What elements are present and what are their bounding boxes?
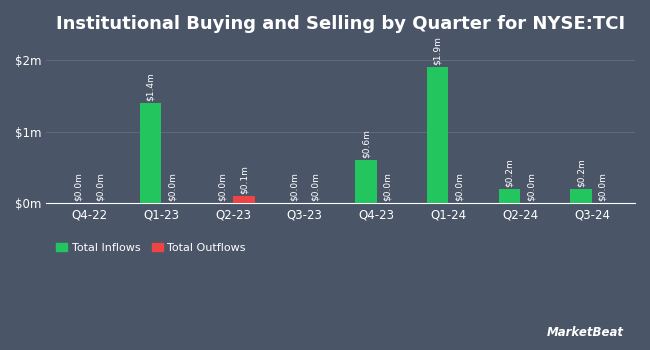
Text: $0.0m: $0.0m <box>218 172 227 201</box>
Text: $0.0m: $0.0m <box>598 172 607 201</box>
Text: $1.4m: $1.4m <box>146 72 155 101</box>
Text: $1.9m: $1.9m <box>433 36 442 65</box>
Bar <box>355 160 376 203</box>
Text: $0.1m: $0.1m <box>239 165 248 194</box>
Text: $0.0m: $0.0m <box>383 172 392 201</box>
Text: $0.0m: $0.0m <box>96 172 105 201</box>
Text: $0.0m: $0.0m <box>526 172 536 201</box>
Bar <box>427 67 448 203</box>
Bar <box>140 103 161 203</box>
Text: $0.2m: $0.2m <box>505 158 514 187</box>
Bar <box>233 196 255 203</box>
Text: $0.6m: $0.6m <box>361 129 370 158</box>
Text: $0.2m: $0.2m <box>577 158 586 187</box>
Text: $0.0m: $0.0m <box>289 172 298 201</box>
Text: $0.0m: $0.0m <box>454 172 463 201</box>
Text: $0.0m: $0.0m <box>168 172 177 201</box>
Title: Institutional Buying and Selling by Quarter for NYSE:TCI: Institutional Buying and Selling by Quar… <box>56 15 625 33</box>
Text: $0.0m: $0.0m <box>311 172 320 201</box>
Legend: Total Inflows, Total Outflows: Total Inflows, Total Outflows <box>52 238 250 258</box>
Text: $0.0m: $0.0m <box>74 172 83 201</box>
Bar <box>571 189 592 203</box>
Text: MarketBeat: MarketBeat <box>547 327 624 340</box>
Bar <box>499 189 520 203</box>
